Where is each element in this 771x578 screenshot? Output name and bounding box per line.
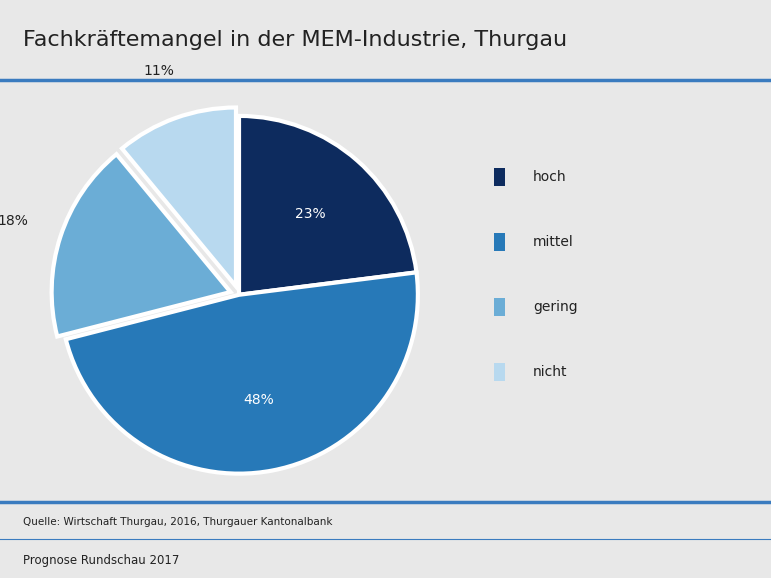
Text: Prognose Rundschau 2017: Prognose Rundschau 2017 [23, 554, 180, 568]
Text: gering: gering [533, 300, 577, 314]
FancyBboxPatch shape [493, 168, 504, 186]
Text: hoch: hoch [533, 170, 567, 184]
Text: 23%: 23% [295, 208, 325, 221]
Wedge shape [239, 116, 416, 295]
Text: Fachkräftemangel in der MEM-Industrie, Thurgau: Fachkräftemangel in der MEM-Industrie, T… [23, 30, 567, 50]
FancyBboxPatch shape [493, 363, 504, 381]
FancyBboxPatch shape [493, 233, 504, 251]
Text: Quelle: Wirtschaft Thurgau, 2016, Thurgauer Kantonalbank: Quelle: Wirtschaft Thurgau, 2016, Thurga… [23, 517, 332, 527]
Text: 48%: 48% [244, 393, 274, 407]
FancyBboxPatch shape [493, 298, 504, 316]
Text: 11%: 11% [143, 64, 174, 78]
Text: nicht: nicht [533, 365, 567, 379]
Wedge shape [52, 154, 231, 336]
Wedge shape [122, 108, 236, 286]
Text: mittel: mittel [533, 235, 574, 249]
Wedge shape [66, 272, 418, 473]
Text: 18%: 18% [0, 214, 29, 228]
